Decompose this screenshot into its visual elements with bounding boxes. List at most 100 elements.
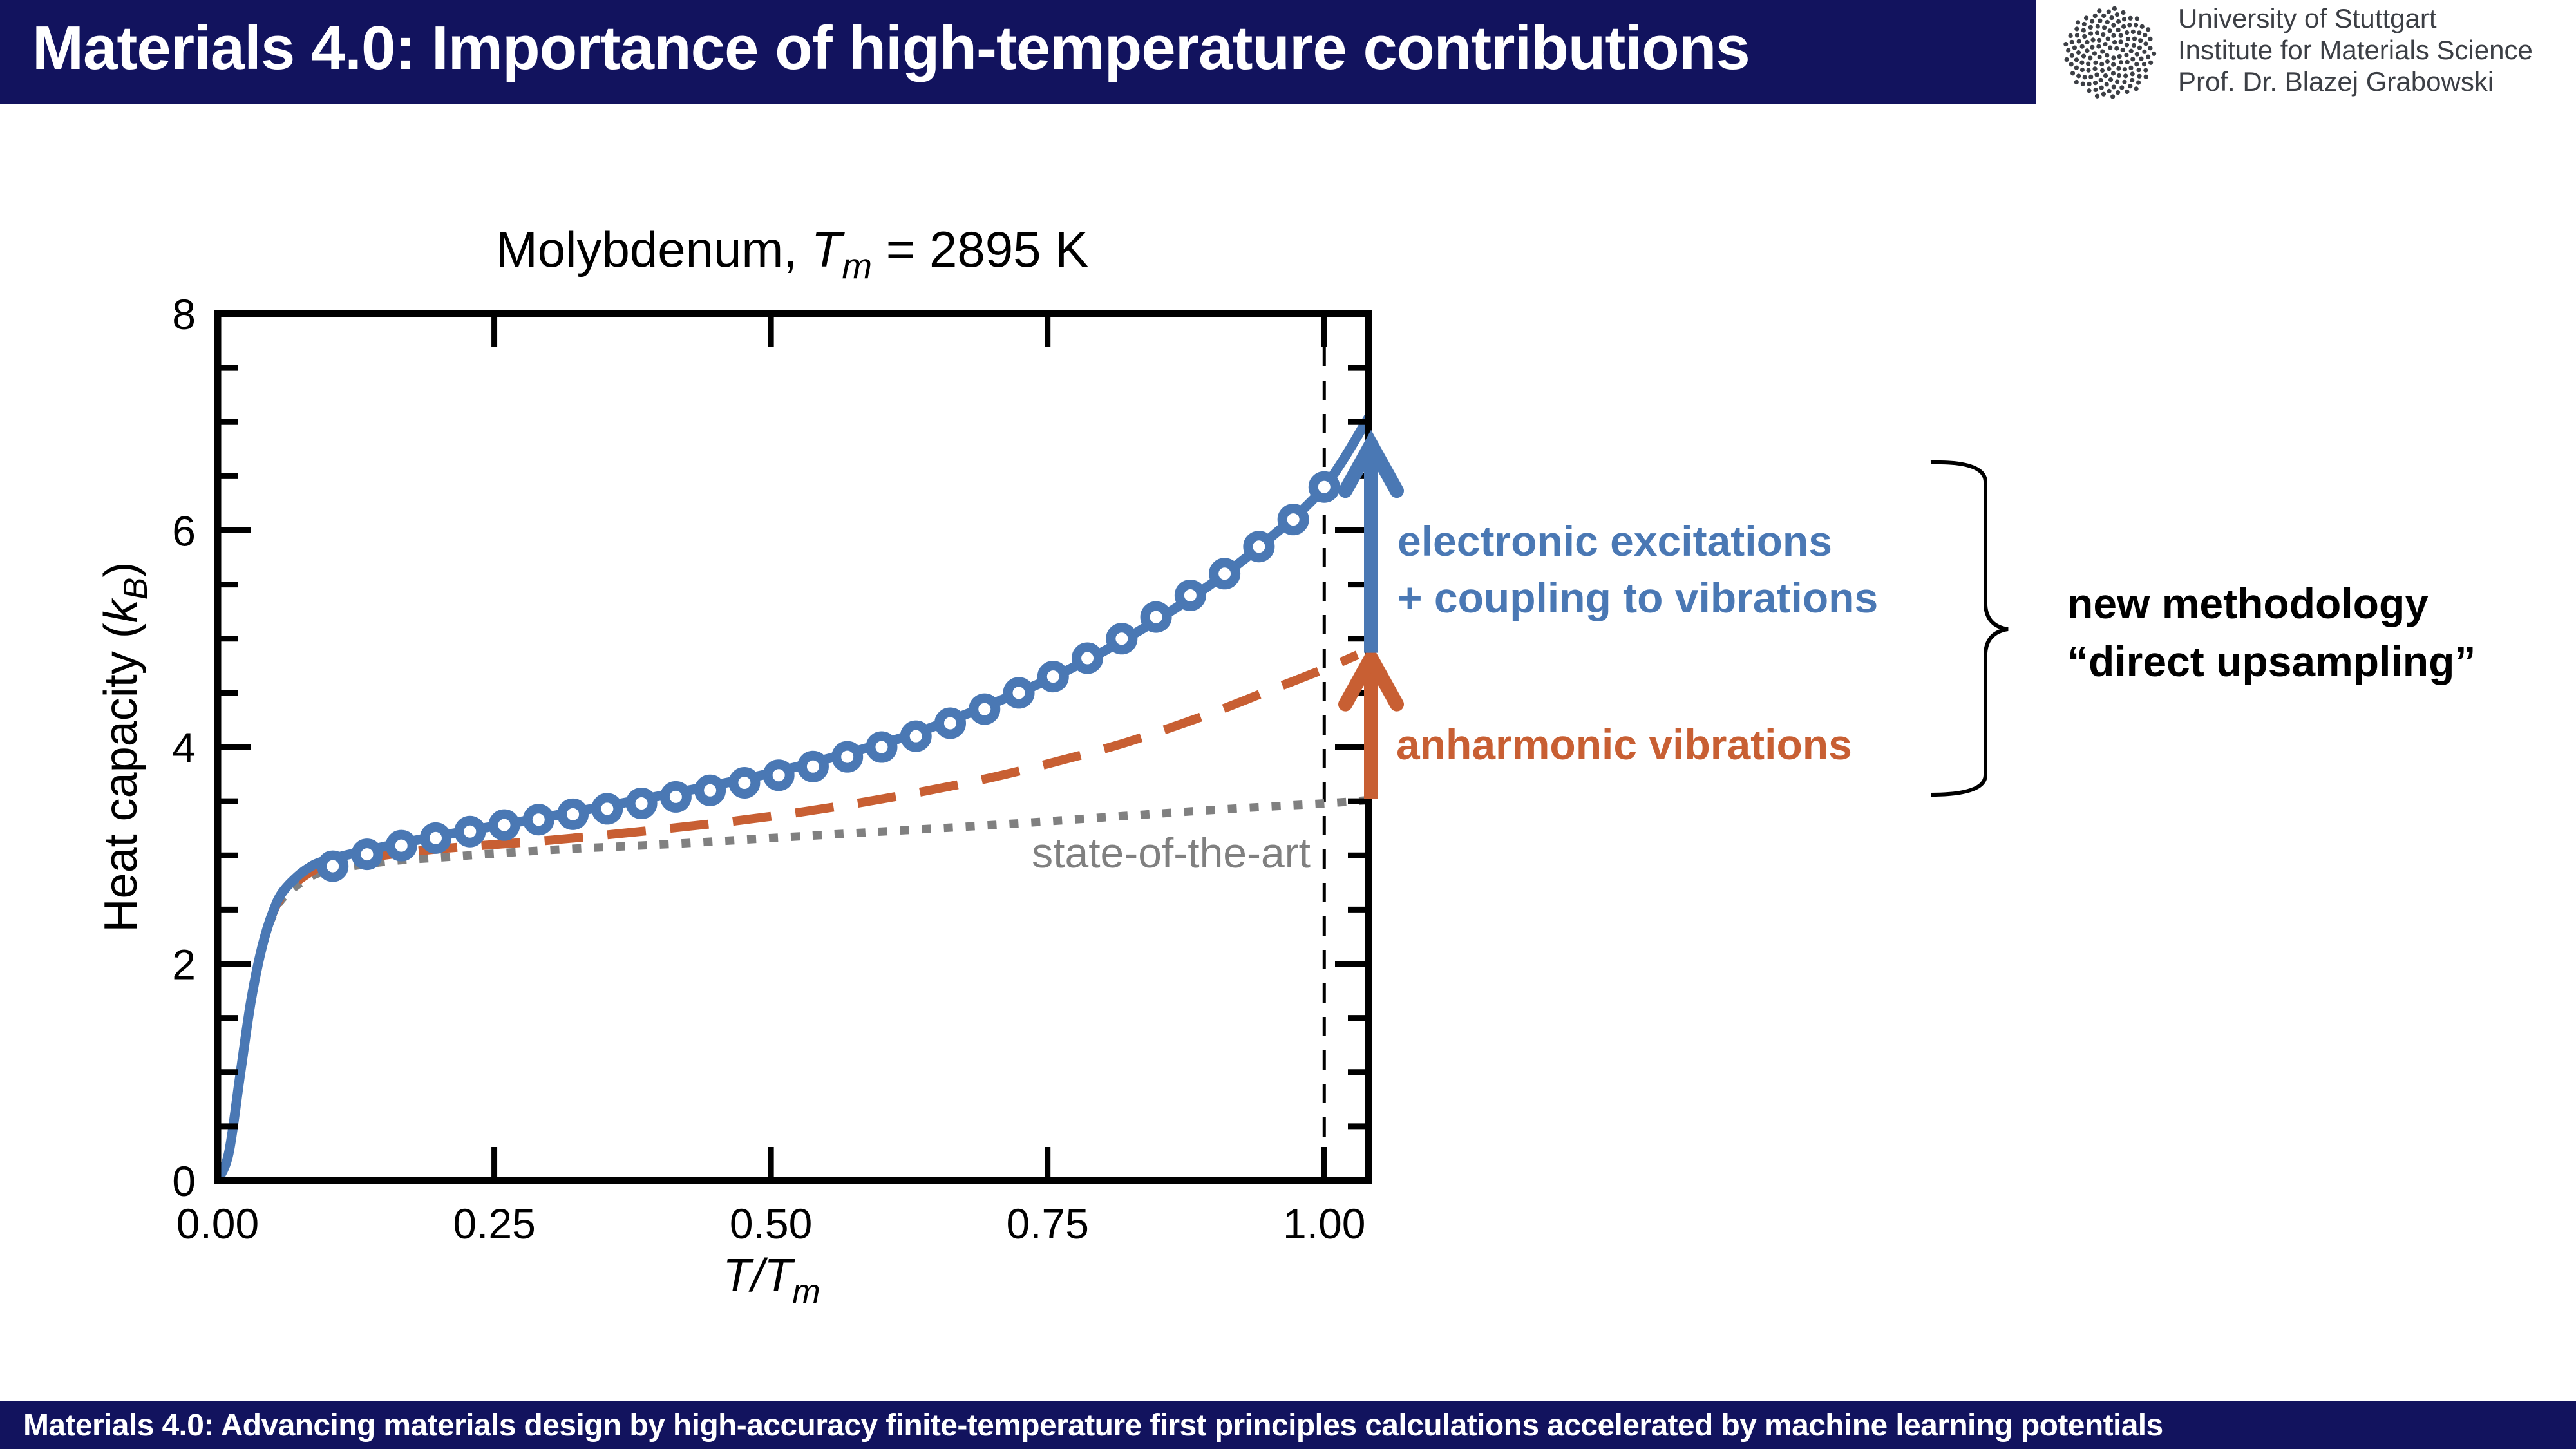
logo-dot	[2068, 33, 2073, 39]
electronic-excitations-label: electronic excitations + coupling to vib…	[1397, 513, 1878, 626]
logo-dot	[2109, 15, 2114, 21]
logo-dot	[2098, 77, 2103, 83]
logo-dot	[2080, 81, 2085, 86]
logo-dot	[2137, 73, 2142, 79]
logo-dot	[2143, 74, 2148, 79]
logo-dot	[2093, 80, 2098, 86]
data-point-marker	[522, 804, 554, 836]
logo-dot	[2111, 62, 2116, 67]
logo-dot	[2142, 49, 2147, 54]
data-point-marker	[831, 741, 864, 773]
series-line-anharmonic-vibrations	[218, 650, 1359, 1180]
logo-dot	[2134, 86, 2139, 91]
data-point-marker	[419, 822, 451, 854]
logo-dot	[2118, 39, 2123, 44]
logo-dot	[2125, 89, 2130, 95]
footer-bar	[0, 1401, 2576, 1449]
affiliation-university: University of Stuttgart	[2178, 3, 2437, 33]
x-tick-label: 0.75	[1006, 1200, 1088, 1247]
new-methodology-label: new methodology “direct upsampling”	[2067, 574, 2476, 690]
logo-dot	[2074, 79, 2079, 85]
logo-dot	[2123, 73, 2128, 79]
logo-dot	[2143, 68, 2148, 73]
data-point-marker	[488, 809, 520, 841]
logo-dot	[2146, 54, 2151, 59]
x-axis-label-main: T/T	[723, 1250, 795, 1302]
logo-dot	[2096, 44, 2101, 49]
logo-dot	[2125, 59, 2130, 64]
header-bar	[0, 0, 2036, 104]
logo-dot	[2125, 30, 2130, 35]
logo-dot	[2108, 77, 2114, 82]
data-point-marker	[1174, 579, 1206, 611]
logo-dot	[2101, 91, 2106, 97]
chart-title-prefix: Molybdenum,	[496, 221, 811, 278]
logo-dot	[2115, 79, 2120, 84]
logo-dot	[2101, 13, 2107, 19]
logo-dot	[2128, 65, 2134, 70]
logo-dot	[2086, 61, 2091, 66]
logo-dot	[2143, 41, 2148, 46]
logo-dot	[2093, 60, 2098, 65]
logo-dot	[2139, 24, 2145, 29]
logo-dot	[2111, 23, 2116, 28]
logo-dot	[2118, 33, 2123, 38]
logo-dot	[2101, 32, 2106, 37]
logo-dot	[2105, 53, 2110, 58]
logo-dot	[2128, 48, 2134, 53]
logo-dot	[2134, 62, 2139, 67]
logo-dot	[2105, 59, 2110, 64]
y-axis-label-suffix: )	[95, 562, 147, 578]
logo-dot	[2082, 75, 2087, 80]
data-point-marker	[900, 720, 932, 752]
chart-title-T: T	[811, 221, 846, 278]
logo-dot	[2063, 41, 2069, 47]
logo-dot	[2079, 67, 2085, 73]
logo-dot	[2128, 15, 2133, 21]
y-axis-label-k: k	[95, 597, 147, 623]
logo-dot	[2083, 15, 2089, 21]
logo-dot	[2121, 10, 2126, 15]
logo-dot	[2092, 51, 2098, 56]
logo-dot	[2090, 19, 2095, 24]
logo-dot	[2117, 53, 2122, 59]
logo-dot	[2074, 57, 2079, 62]
logo-dot	[2137, 30, 2142, 35]
y-tick-label: 0	[172, 1157, 196, 1205]
logo-dot	[2074, 65, 2079, 70]
axes-group: 0 2 4 6 8 0.00 0.25 0.50 0.75 1.00	[172, 290, 1404, 1247]
chart-title-sub: m	[842, 245, 872, 286]
data-point-marker	[694, 774, 726, 806]
logo-dot	[2130, 29, 2136, 34]
logo-dot	[2116, 66, 2121, 71]
logo-dot	[2069, 53, 2074, 58]
anharmonic-arrow	[1338, 643, 1404, 799]
data-point-marker	[969, 693, 1001, 725]
logo-dot	[2124, 43, 2130, 48]
data-point-marker	[1243, 531, 1275, 563]
y-tick-label: 4	[172, 724, 196, 772]
logo-dot	[2098, 18, 2103, 23]
logo-dot	[2100, 49, 2105, 54]
logo-dot	[2099, 85, 2104, 90]
logo-dot	[2136, 68, 2141, 73]
data-point-marker	[762, 759, 795, 791]
logo-dot	[2094, 30, 2100, 35]
curly-brace	[1930, 460, 2009, 797]
logo-dot	[2093, 87, 2098, 93]
x-tick-label: 0.50	[730, 1200, 812, 1247]
series-line-state-of-the-art	[218, 795, 1368, 1180]
electronic-arrow	[1338, 430, 1404, 653]
logo-dot	[2099, 61, 2105, 67]
logo-dot	[2088, 24, 2093, 30]
logo-dot	[2102, 25, 2107, 30]
logo-dot	[2079, 44, 2085, 49]
data-point-marker	[1037, 661, 1069, 693]
y-tick-label: 6	[172, 507, 196, 555]
logo-dot	[2120, 47, 2125, 53]
logo-dot	[2094, 72, 2099, 77]
logo-dot	[2148, 36, 2153, 41]
data-point-marker	[1308, 471, 1340, 503]
methodology-line-2: “direct upsampling”	[2067, 638, 2476, 685]
logo-dot	[2070, 71, 2076, 76]
